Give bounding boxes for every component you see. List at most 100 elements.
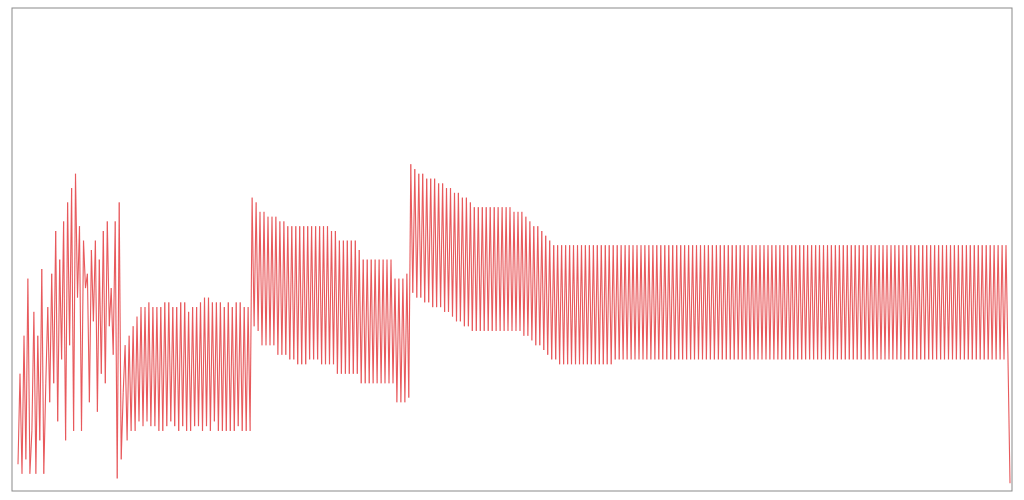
series-0-segment [352, 240, 356, 374]
series-0-segment [563, 245, 567, 365]
series-0-segment [608, 245, 612, 365]
series-0-segment [150, 307, 154, 427]
series-0-segment [586, 245, 590, 365]
series-0-segment [624, 245, 628, 360]
series-0-segment [858, 245, 862, 360]
series-0-segment [584, 245, 588, 365]
series-0-segment [600, 245, 604, 365]
series-0-segment [854, 245, 858, 360]
series-0-segment [662, 245, 666, 360]
series-0-segment [574, 245, 579, 365]
series-0-segment [432, 178, 436, 308]
series-0-segment [47, 307, 51, 403]
series-0-segment [416, 173, 420, 298]
series-0-segment [271, 216, 275, 346]
series-0-segment [787, 245, 791, 360]
series-0-segment [100, 230, 104, 374]
series-0-segment [176, 307, 180, 431]
series-0-segment [303, 226, 307, 365]
series-0-segment [219, 302, 223, 431]
series-0-segment [162, 302, 166, 431]
series-0-segment [25, 278, 29, 460]
series-0-segment [269, 216, 273, 346]
series-0-segment [410, 164, 414, 293]
series-0-segment [233, 302, 237, 431]
series-0-segment [265, 216, 269, 346]
series-0-segment [924, 245, 928, 360]
series-0-segment [21, 335, 25, 474]
series-0-segment [936, 245, 940, 360]
series-0-segment [811, 245, 815, 360]
series-0-segment [299, 226, 303, 365]
series-0-segment [293, 226, 297, 360]
series-0-segment [263, 211, 267, 346]
series-0-segment [628, 245, 632, 360]
series-0-segment [184, 302, 188, 431]
series-0-segment [132, 326, 136, 431]
series-0-segment [977, 245, 981, 360]
series-0-segment [59, 259, 63, 360]
series-0-segment [104, 221, 108, 384]
series-0-segment [967, 245, 971, 360]
series-0-segment [616, 245, 620, 360]
series-0-segment [680, 245, 684, 360]
series-0-segment [326, 226, 331, 365]
series-0-segment [930, 245, 934, 360]
series-0-segment [491, 207, 495, 331]
series-0-segment [497, 207, 501, 331]
series-0-segment [880, 245, 884, 360]
series-0-segment [973, 245, 977, 360]
series-0-segment [418, 173, 422, 298]
series-0-segment [604, 245, 608, 365]
series-0-segment [457, 192, 461, 322]
series-0-segment [295, 226, 299, 365]
series-0-segment [900, 245, 904, 360]
series-0-segment [705, 245, 709, 360]
series-0-segment [31, 311, 35, 431]
series-0-segment [400, 278, 404, 403]
series-0-segment [590, 245, 594, 365]
series-0-segment [596, 245, 600, 365]
series-0-segment [17, 373, 21, 465]
series-0-segment [699, 245, 704, 360]
series-0-segment [158, 307, 162, 431]
series-0-segment [453, 192, 458, 322]
series-0-segment [489, 207, 493, 331]
series-0-segment [989, 245, 993, 360]
series-0-segment [636, 245, 640, 360]
series-0-segment [53, 230, 57, 384]
series-0-segment [565, 245, 569, 365]
series-0-segment [569, 245, 573, 365]
series-0-segment [291, 226, 295, 360]
series-0-segment [205, 297, 210, 427]
series-0-segment [953, 245, 957, 360]
series-0-segment [985, 245, 989, 360]
series-0-segment [553, 245, 557, 360]
series-0-segment [979, 245, 983, 360]
series-0-segment [717, 245, 721, 360]
series-0-segment [495, 207, 499, 331]
series-0-segment [965, 245, 969, 360]
series-0-segment [197, 302, 202, 427]
series-0-segment [1001, 245, 1005, 360]
series-0-segment [767, 245, 771, 360]
series-0-segment [779, 245, 783, 360]
series-0-segment [775, 245, 779, 360]
series-0-segment [644, 245, 648, 360]
series-0-segment [29, 430, 33, 474]
series-0-segment [745, 245, 749, 360]
series-0-segment [39, 268, 43, 441]
series-0-segment [898, 245, 902, 360]
series-0-segment [971, 245, 975, 360]
series-0-segment [336, 240, 340, 374]
series-0-segment [102, 230, 106, 384]
series-0-segment [65, 202, 69, 441]
series-0-segment [963, 245, 967, 360]
series-0-segment [217, 302, 221, 431]
series-0-segment [795, 245, 799, 360]
series-0-segment [943, 245, 948, 360]
series-0-segment [872, 245, 876, 360]
series-0-segment [531, 226, 535, 341]
series-0-segment [223, 307, 227, 431]
series-0-segment [914, 245, 918, 360]
